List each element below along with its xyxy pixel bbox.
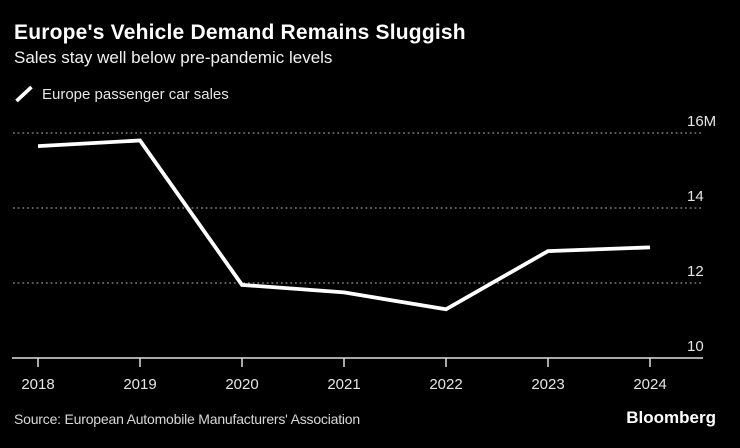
page-title: Europe's Vehicle Demand Remains Sluggish bbox=[14, 21, 466, 44]
x-axis-tick-label: 2019 bbox=[123, 376, 156, 393]
x-axis-tick-label: 2022 bbox=[429, 376, 462, 393]
page-subtitle: Sales stay well below pre-pandemic level… bbox=[14, 48, 333, 67]
y-axis-tick-label: 16M bbox=[687, 113, 716, 130]
bloomberg-logo: Bloomberg bbox=[626, 408, 716, 427]
line-series-slash-icon bbox=[15, 85, 33, 103]
y-axis-tick-label: 10 bbox=[687, 338, 704, 355]
x-axis-tick-label: 2024 bbox=[633, 376, 666, 393]
source-attribution: Source: European Automobile Manufacturer… bbox=[14, 411, 360, 427]
legend-label: Europe passenger car sales bbox=[42, 85, 229, 103]
x-axis-tick-label: 2018 bbox=[21, 376, 54, 393]
x-axis-tick-label: 2023 bbox=[531, 376, 564, 393]
x-axis-tick-label: 2020 bbox=[225, 376, 258, 393]
y-axis-tick-label: 12 bbox=[687, 263, 704, 280]
series-line bbox=[37, 138, 651, 312]
legend: Europe passenger car sales bbox=[14, 85, 229, 103]
y-axis-tick-label: 14 bbox=[687, 188, 704, 205]
x-axis-tick-label: 2021 bbox=[327, 376, 360, 393]
